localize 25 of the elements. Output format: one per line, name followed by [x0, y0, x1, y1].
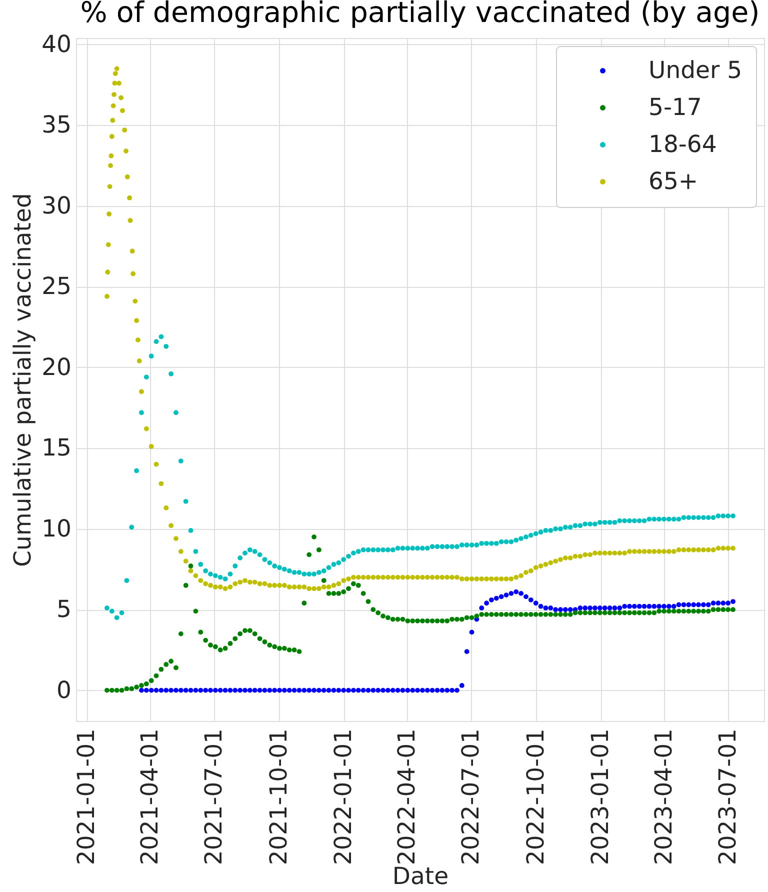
- y-tick-label: 40: [42, 30, 72, 58]
- legend-label: 5-17: [648, 92, 702, 121]
- x-tick-label: 2023-07-01: [714, 728, 742, 866]
- y-tick-label: 30: [42, 191, 72, 220]
- x-tick-label: 2023-01-01: [586, 728, 614, 866]
- x-tick-label: 2022-07-01: [456, 728, 485, 866]
- y-tick-label: 25: [42, 272, 72, 300]
- y-tick-label: 5: [56, 595, 72, 624]
- x-tick-label: 2021-10-01: [264, 728, 292, 866]
- x-tick-label: 2021-07-01: [200, 728, 228, 866]
- chart-title: % of demographic partially vaccinated (by age): [80, 0, 760, 29]
- x-tick-label: 2021-01-01: [72, 728, 100, 866]
- x-tick-label: 2022-10-01: [521, 728, 550, 866]
- legend-label: 65+: [648, 166, 698, 195]
- y-tick-label: 10: [42, 514, 72, 542]
- y-tick-label: 15: [42, 434, 72, 462]
- y-axis-title: Cumulative partially vaccinated: [8, 193, 37, 567]
- y-tick-label: 0: [56, 676, 72, 704]
- x-tick-label: 2023-04-01: [650, 728, 678, 866]
- legend-label: Under 5: [648, 56, 742, 84]
- y-tick-label: 35: [42, 110, 72, 139]
- x-tick-label: 2022-01-01: [329, 728, 358, 866]
- y-tick-label: 20: [42, 352, 72, 381]
- x-tick-label: 2021-04-01: [135, 728, 164, 866]
- legend-label: 18-64: [648, 130, 717, 158]
